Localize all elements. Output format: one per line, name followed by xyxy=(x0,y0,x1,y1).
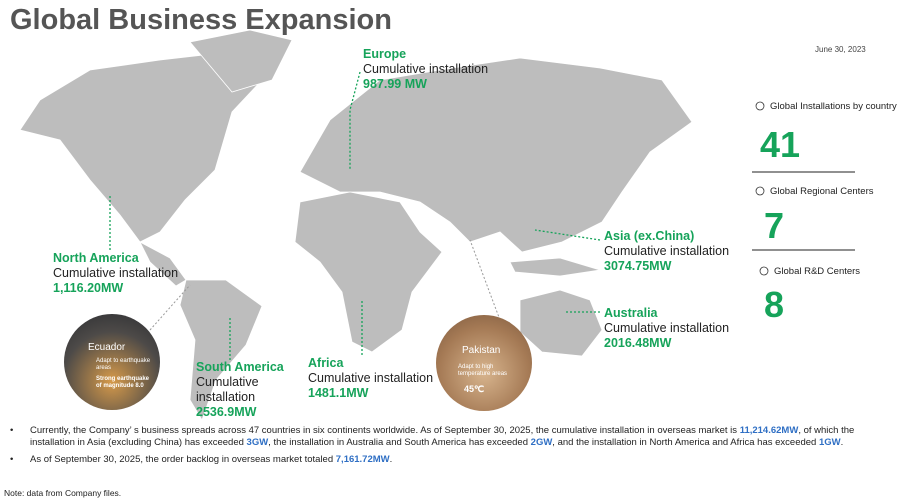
greenland xyxy=(189,29,293,93)
region: South America Cumulative installation 2536… xyxy=(196,360,284,420)
region-value: 987.99 MW xyxy=(363,77,427,91)
photo-text: Adapt to high temperature areas xyxy=(458,364,508,377)
australia xyxy=(519,289,603,357)
region-label: Cumulative installation xyxy=(308,371,434,385)
region-label: Cumulative installation xyxy=(363,62,489,76)
region: Europe Cumulative installation 987.99 MW xyxy=(363,47,488,92)
region-label: Cumulative installation xyxy=(604,244,730,258)
note-text: . xyxy=(840,436,844,448)
stat-label: Global Installations by country xyxy=(770,101,897,112)
central-america xyxy=(139,241,187,287)
photo-text: 45℃ xyxy=(464,384,485,394)
stat-value: 8 xyxy=(764,284,785,325)
photo-place: Ecuador xyxy=(88,342,126,353)
photo-link xyxy=(469,239,501,321)
date: June 30, 2023 xyxy=(815,45,866,54)
note-text: , the installation in Australia and Sout… xyxy=(268,436,531,448)
region-name: Australia xyxy=(604,306,658,320)
highlight: 11,214.62MW xyxy=(739,425,799,436)
south-america xyxy=(179,279,263,421)
title: Global Business Expansion xyxy=(10,4,392,36)
eurasia xyxy=(299,57,693,253)
stat-value: 7 xyxy=(764,205,785,246)
region-value: 1,116.20MW xyxy=(53,281,124,295)
highlight: 3GW xyxy=(246,436,269,448)
note-text: , and the installation in North America … xyxy=(552,436,819,448)
note-text: As of September 30, 2025, the order back… xyxy=(30,454,336,465)
region-value: 3074.75MW xyxy=(604,259,672,273)
leader-line xyxy=(349,71,361,170)
region-label: Cumulative installation xyxy=(604,321,730,335)
note: Currently, the Company’ s business sprea… xyxy=(10,425,895,448)
highlight: 1GW xyxy=(818,436,841,448)
africa xyxy=(294,191,443,353)
photo: Pakistan Adapt to high temperature areas… xyxy=(436,315,532,411)
region-name: Africa xyxy=(308,356,344,370)
icon xyxy=(755,101,765,111)
north-america xyxy=(19,51,263,243)
region: Australia Cumulative installation 2016.48M… xyxy=(604,306,729,351)
islands xyxy=(509,257,601,277)
region-name: Asia (ex.China) xyxy=(604,229,695,243)
leader-line xyxy=(534,229,601,241)
icon xyxy=(759,266,769,276)
note: As of September 30, 2025, the order back… xyxy=(10,454,895,466)
note-text: , of which the installation in Asia (exc… xyxy=(30,425,855,448)
region-name: Europe xyxy=(363,47,407,61)
region-value: 2016.48MW xyxy=(604,336,672,350)
region-value: 2536.9MW xyxy=(196,405,257,419)
stat-label: Global R&D Centers xyxy=(774,266,861,277)
region: North America Cumulative installation 1,11… xyxy=(53,251,178,296)
photo-place: Pakistan xyxy=(462,345,501,356)
photo-text: Adapt to earthquake areas xyxy=(96,358,151,371)
note-text: . xyxy=(389,454,393,465)
region-label: Cumulative installation xyxy=(53,266,179,280)
notes: Currently, the Company’ s business sprea… xyxy=(10,425,895,472)
region-label: Cumulative installation xyxy=(196,375,259,404)
footnote: Note: data from Company files. xyxy=(4,488,122,498)
photo: Ecuador Adapt to earthquake areas Strong… xyxy=(64,314,160,410)
highlight: 2GW xyxy=(530,436,553,448)
region-value: 1481.1MW xyxy=(308,386,369,400)
photo-text: Strong earthquake of magnitude 8.0 xyxy=(96,376,150,389)
stat-value: 41 xyxy=(760,124,801,165)
region: Asia (ex.China) Cumulative installation 30… xyxy=(604,229,729,274)
stat-label: Global Regional Centers xyxy=(770,186,874,197)
region: Africa Cumulative installation 1481.1MW xyxy=(308,356,433,401)
region-name: North America xyxy=(53,251,139,265)
note-text: Currently, the Company’ s business sprea… xyxy=(30,425,740,436)
highlight: 7,161.72MW xyxy=(335,454,390,465)
region-name: South America xyxy=(196,360,284,374)
icon xyxy=(755,186,765,196)
